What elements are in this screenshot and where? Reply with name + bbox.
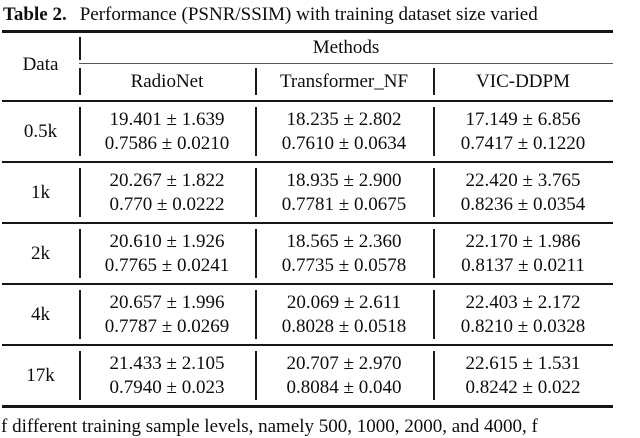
- ssim-value: 0.8236 ± 0.0354: [460, 193, 586, 215]
- psnr-value: 22.420 ± 3.765: [465, 170, 581, 191]
- value-cell: 18.935 ± 2.900 0.7781 ± 0.0675: [255, 163, 433, 222]
- header-vbar-data-bottom: [79, 68, 81, 95]
- psnr-value: 20.069 ± 2.611: [286, 292, 402, 313]
- row-vbar: [433, 290, 435, 339]
- table-caption-text: Performance (PSNR/SSIM) with training da…: [79, 4, 538, 25]
- row-vbar: [79, 290, 81, 339]
- value-cell: 20.707 ± 2.970 0.8084 ± 0.040: [255, 346, 433, 405]
- table-row: 1k 20.267 ± 1.822 0.770 ± 0.0222 18.935 …: [2, 163, 613, 222]
- table-row: 2k 20.610 ± 1.926 0.7765 ± 0.0241 18.565…: [2, 224, 613, 283]
- row-divider-rule: [2, 344, 613, 346]
- psnr-value: 18.235 ± 2.802: [286, 109, 402, 130]
- row-divider-rule: [2, 161, 613, 163]
- ssim-value: 0.8137 ± 0.0211: [461, 254, 585, 276]
- ssim-value: 0.7586 ± 0.0210: [104, 132, 230, 154]
- ssim-value: 0.8210 ± 0.0328: [460, 315, 586, 337]
- row-vbar: [255, 107, 257, 156]
- row-vbar: [255, 229, 257, 278]
- psnr-value: 22.170 ± 1.986: [465, 231, 581, 252]
- row-vbar: [255, 168, 257, 217]
- psnr-value: 20.267 ± 1.822: [109, 170, 225, 191]
- ssim-value: 0.8242 ± 0.022: [465, 376, 581, 398]
- row-vbar: [79, 229, 81, 278]
- table-row: 4k 20.657 ± 1.996 0.7787 ± 0.0269 20.069…: [2, 285, 613, 344]
- value-cell: 18.235 ± 2.802 0.7610 ± 0.0634: [255, 102, 433, 161]
- psnr-value: 17.149 ± 6.856: [465, 109, 581, 130]
- header-bottom-rule: [2, 100, 613, 102]
- row-divider-rule: [2, 283, 613, 285]
- row-vbar: [79, 351, 81, 400]
- row-size-label: 17k: [26, 364, 55, 386]
- psnr-value: 18.935 ± 2.900: [286, 170, 402, 191]
- psnr-value: 19.401 ± 1.639: [109, 109, 225, 130]
- header-data: Data: [22, 54, 59, 75]
- row-size-label: 4k: [31, 303, 50, 325]
- table-bottom-rule: [2, 405, 613, 408]
- psnr-value: 18.565 ± 2.360: [286, 231, 402, 252]
- ssim-value: 0.7940 ± 0.023: [109, 376, 225, 398]
- psnr-value: 20.610 ± 1.926: [109, 231, 225, 252]
- value-cell: 20.069 ± 2.611 0.8028 ± 0.0518: [255, 285, 433, 344]
- header-vbar-col2: [255, 68, 257, 95]
- row-vbar: [433, 351, 435, 400]
- row-vbar: [433, 229, 435, 278]
- table-row: 17k 21.433 ± 2.105 0.7940 ± 0.023 20.707…: [2, 346, 613, 405]
- ssim-value: 0.8028 ± 0.0518: [281, 315, 407, 337]
- ssim-value: 0.7787 ± 0.0269: [104, 315, 230, 337]
- ssim-value: 0.7735 ± 0.0578: [281, 254, 407, 276]
- header-methods: Methods: [312, 37, 380, 58]
- row-vbar: [255, 351, 257, 400]
- table-top-rule: [2, 30, 613, 33]
- value-cell: 17.149 ± 6.856 0.7417 ± 0.1220: [433, 102, 613, 161]
- row-vbar: [433, 107, 435, 156]
- table-row: 0.5k 19.401 ± 1.639 0.7586 ± 0.0210 18.2…: [2, 102, 613, 161]
- ssim-value: 0.7610 ± 0.0634: [281, 132, 407, 154]
- row-size-label: 2k: [31, 242, 50, 264]
- value-cell: 20.657 ± 1.996 0.7787 ± 0.0269: [79, 285, 255, 344]
- column-header-vic-ddpm: VIC-DDPM: [476, 70, 570, 92]
- column-header-radionet: RadioNet: [130, 70, 204, 92]
- value-cell: 20.267 ± 1.822 0.770 ± 0.0222: [79, 163, 255, 222]
- psnr-value: 22.615 ± 1.531: [465, 353, 581, 374]
- value-cell: 22.403 ± 2.172 0.8210 ± 0.0328: [433, 285, 613, 344]
- column-header-transformer-nf: Transformer_NF: [279, 70, 409, 92]
- row-divider-rule: [2, 222, 613, 224]
- row-vbar: [79, 107, 81, 156]
- value-cell: 18.565 ± 2.360 0.7735 ± 0.0578: [255, 224, 433, 283]
- ssim-value: 0.7781 ± 0.0675: [281, 193, 407, 215]
- ssim-value: 0.770 ± 0.0222: [109, 193, 225, 215]
- header-vbar-data-top: [79, 37, 81, 60]
- methods-underline-rule: [79, 63, 613, 65]
- header-vbar-col3: [433, 68, 435, 95]
- psnr-value: 20.657 ± 1.996: [109, 292, 225, 313]
- value-cell: 20.610 ± 1.926 0.7765 ± 0.0241: [79, 224, 255, 283]
- value-cell: 19.401 ± 1.639 0.7586 ± 0.0210: [79, 102, 255, 161]
- value-cell: 22.615 ± 1.531 0.8242 ± 0.022: [433, 346, 613, 405]
- table-caption-label: Table 2.: [3, 4, 67, 25]
- psnr-value: 22.403 ± 2.172: [465, 292, 581, 313]
- table-caption: Table 2. Performance (PSNR/SSIM) with tra…: [3, 4, 637, 26]
- ssim-value: 0.7765 ± 0.0241: [104, 254, 230, 276]
- row-vbar: [79, 168, 81, 217]
- value-cell: 21.433 ± 2.105 0.7940 ± 0.023: [79, 346, 255, 405]
- psnr-value: 20.707 ± 2.970: [286, 353, 402, 374]
- row-size-label: 1k: [31, 181, 50, 203]
- value-cell: 22.420 ± 3.765 0.8236 ± 0.0354: [433, 163, 613, 222]
- row-size-label: 0.5k: [23, 120, 58, 142]
- value-cell: 22.170 ± 1.986 0.8137 ± 0.0211: [433, 224, 613, 283]
- ssim-value: 0.7417 ± 0.1220: [460, 132, 586, 154]
- row-vbar: [255, 290, 257, 339]
- psnr-value: 21.433 ± 2.105: [109, 353, 225, 374]
- row-vbar: [433, 168, 435, 217]
- ssim-value: 0.8084 ± 0.040: [286, 376, 402, 398]
- clipped-body-text: f different training sample levels, name…: [1, 416, 538, 437]
